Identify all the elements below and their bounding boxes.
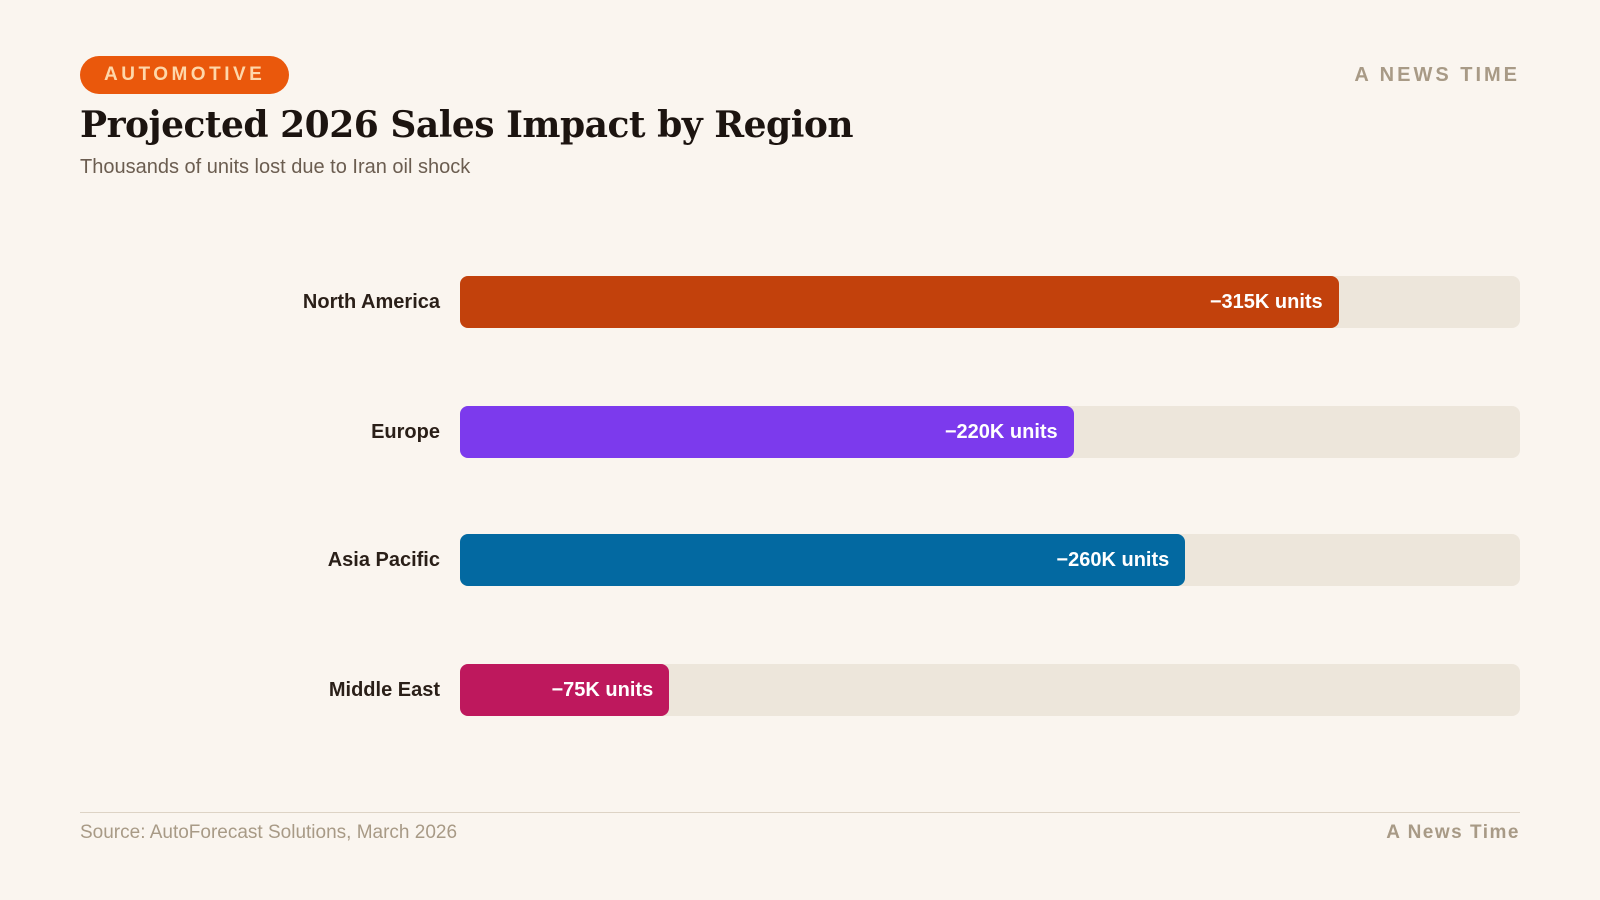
chart-subtitle: Thousands of units lost due to Iran oil … [80,156,471,178]
brand-logo: A NEWS TIME [1354,64,1520,86]
footer-divider [80,812,1520,813]
data-label: −75K units [551,679,654,701]
category-label: Middle East [328,679,440,701]
data-label: −220K units [944,421,1058,443]
bar: −315K units [460,276,1339,328]
bar: −220K units [460,406,1074,458]
source-note: Source: AutoForecast Solutions, March 20… [80,822,458,843]
bar-track: −220K units [460,406,1520,458]
category-label: North America [302,291,440,313]
category-label: Asia Pacific [327,549,440,571]
category-badge: AUTOMOTIVE [80,56,290,94]
bar-row: Asia Pacific −260K units [0,534,1600,586]
bar-track: −315K units [460,276,1520,328]
bar-track: −75K units [460,664,1520,716]
bar-row: North America −315K units [0,276,1600,328]
category-label: Europe [371,421,440,443]
chart-title: Projected 2026 Sales Impact by Region [80,104,854,146]
bar-row: Europe −220K units [0,406,1600,458]
bar-row: Middle East −75K units [0,664,1600,716]
bar-track: −260K units [460,534,1520,586]
bar: −75K units [460,664,670,716]
bar: −260K units [460,534,1186,586]
data-label: −260K units [1056,549,1170,571]
data-label: −315K units [1209,291,1323,313]
footer-brand: A News Time [1386,822,1520,843]
